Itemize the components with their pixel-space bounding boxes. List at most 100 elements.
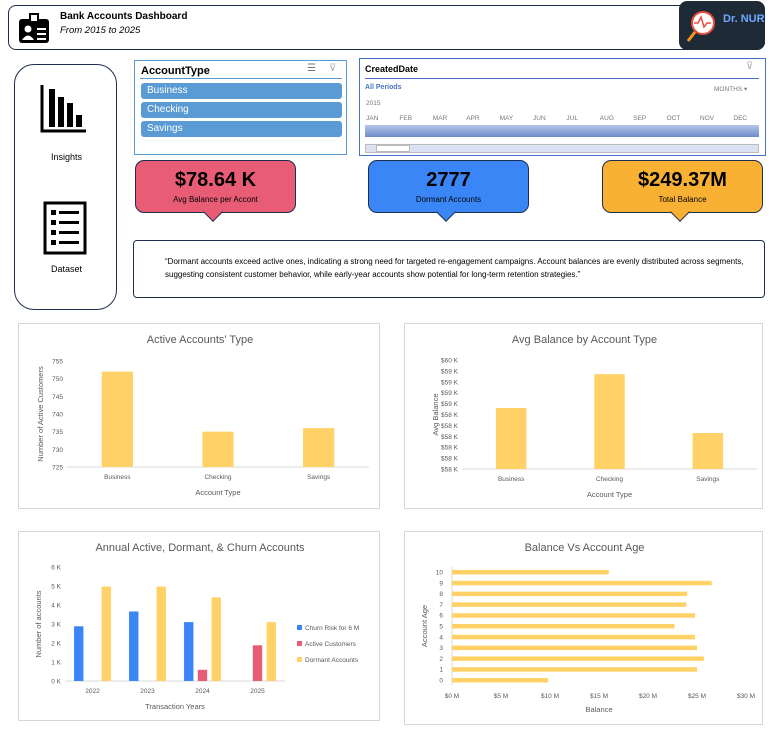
month-dec[interactable]: DEC: [733, 115, 748, 122]
bar-age-2: [452, 656, 704, 661]
x-tick-label: $30 M: [737, 693, 755, 700]
kpi-dormant-accounts: 2777 Dormant Accounts: [368, 160, 529, 222]
kpi-value: 2777: [426, 169, 471, 191]
id-card-icon: [19, 13, 49, 43]
month-jan[interactable]: JAN: [366, 115, 379, 122]
y-axis-title: Account Age: [420, 605, 429, 647]
month-mar[interactable]: MAR: [432, 115, 448, 122]
x-tick-label: 2024: [195, 688, 210, 695]
month-sep[interactable]: SEP: [633, 115, 647, 122]
y-tick-label: 0: [439, 678, 443, 685]
chart-annual-accounts: Annual Active, Dormant, & Churn Accounts…: [18, 531, 380, 721]
chart-title: Balance Vs Account Age: [525, 542, 645, 554]
y-tick-label: 3 K: [51, 622, 61, 629]
slicer-item-savings[interactable]: Savings: [141, 121, 342, 137]
y-tick-label: 2 K: [51, 641, 61, 648]
month-aug[interactable]: AUG: [599, 115, 614, 122]
clear-filter-icon[interactable]: ⊽: [746, 61, 754, 72]
x-tick-label: Checking: [204, 474, 231, 481]
bar-age-8: [452, 591, 688, 597]
multi-select-icon[interactable]: ☰: [307, 63, 316, 74]
bar-churn-risk-for-6-m: [74, 626, 84, 681]
timeline-title: CreatedDate: [365, 64, 419, 74]
chart-balance-vs-age: Balance Vs Account Age Balance Account Age…: [404, 531, 763, 725]
x-tick-label: Business: [498, 476, 525, 483]
slicer-title: AccountType: [141, 65, 210, 77]
scroll-thumb[interactable]: [376, 145, 410, 152]
insight-note: “Dormant accounts exceed active ones, in…: [133, 240, 765, 298]
divider: [140, 78, 342, 79]
bar-churn-risk-for-6-m: [184, 622, 194, 681]
y-tick-label: 9: [439, 580, 443, 587]
all-periods-label: All Periods: [365, 84, 402, 91]
month-jun[interactable]: JUN: [533, 115, 546, 122]
slicer-item-business[interactable]: Business: [141, 83, 342, 99]
y-tick-label: 745: [52, 394, 63, 401]
chart-title: Avg Balance by Account Type: [512, 334, 657, 346]
kpi-label: Dormant Accounts: [415, 195, 482, 204]
time-level-dropdown[interactable]: MONTHS ▾: [714, 86, 748, 93]
list-icon[interactable]: [43, 201, 87, 255]
month-oct[interactable]: OCT: [666, 115, 681, 122]
logo-text: Dr. NUR: [723, 13, 765, 25]
chart-title: Annual Active, Dormant, & Churn Accounts: [95, 542, 305, 554]
y-tick-label: 3: [439, 645, 443, 652]
x-tick-label: $20 M: [639, 693, 657, 700]
x-tick-label: $25 M: [688, 693, 706, 700]
nav-insights[interactable]: Insights: [50, 152, 83, 162]
nav-panel: Insights Dataset: [14, 64, 117, 310]
bar-savings: [692, 433, 724, 469]
bar-savings: [303, 428, 335, 467]
nav-dataset[interactable]: Dataset: [50, 264, 83, 274]
legend-swatch: [297, 657, 302, 662]
bar-checking: [594, 374, 625, 469]
legend-label: Active Customers: [305, 641, 357, 648]
y-tick-label: 4 K: [51, 603, 61, 610]
insight-text: “Dormant accounts exceed active ones, in…: [165, 257, 744, 279]
legend-label: Churn Risk for 6 M: [305, 625, 359, 632]
y-axis-title: Number of accounts: [34, 590, 43, 657]
month-may[interactable]: MAY: [499, 115, 514, 122]
slicer-item-checking[interactable]: Checking: [141, 102, 342, 118]
month-nov[interactable]: NOV: [700, 115, 715, 122]
timeline-scrollbar[interactable]: [365, 144, 759, 153]
y-tick-label: 6: [439, 613, 443, 620]
y-tick-label: $58 K: [441, 434, 459, 441]
dashboard-title: Bank Accounts Dashboard: [60, 11, 188, 22]
month-apr[interactable]: APR: [466, 115, 480, 122]
x-axis-title: Balance: [585, 705, 612, 714]
x-axis-title: Account Type: [195, 488, 240, 497]
y-tick-label: 1: [439, 667, 443, 674]
y-tick-label: 755: [52, 359, 63, 366]
y-tick-label: $58 K: [441, 467, 459, 474]
bar-age-6: [452, 613, 696, 618]
y-tick-label: $58 K: [441, 423, 459, 430]
y-tick-label: 730: [52, 447, 63, 454]
bar-dormant-accounts: [101, 586, 111, 681]
x-tick-label: $5 M: [494, 693, 508, 700]
kpi-avg-balance: $78.64 K Avg Balance per Accont: [135, 160, 296, 222]
month-feb[interactable]: FEB: [399, 115, 413, 122]
timeline-range-bar[interactable]: [365, 125, 759, 137]
y-tick-label: $58 K: [441, 456, 459, 463]
y-tick-label: 750: [52, 376, 63, 383]
magnifier-pulse-icon: [686, 11, 715, 42]
bar-chart-icon[interactable]: [39, 83, 89, 133]
x-tick-label: $15 M: [590, 693, 608, 700]
bar-business: [495, 407, 527, 469]
bar-business: [101, 371, 133, 467]
y-tick-label: $59 K: [441, 390, 459, 397]
dashboard-subtitle: From 2015 to 2025: [60, 25, 141, 36]
bar-age-10: [452, 570, 609, 575]
bar-age-5: [452, 624, 675, 629]
x-axis-title: Transaction Years: [145, 702, 205, 711]
clear-filter-icon[interactable]: ⊽: [329, 63, 337, 74]
x-tick-label: $0 M: [445, 693, 459, 700]
timeline-year: 2015: [366, 100, 381, 107]
logo: Dr. NUR: [679, 1, 765, 50]
y-tick-label: $59 K: [441, 379, 459, 386]
month-jul[interactable]: JUL: [566, 115, 578, 122]
chart-title: Active Accounts' Type: [147, 334, 253, 346]
bar-age-1: [452, 667, 697, 672]
y-tick-label: $58 K: [441, 412, 459, 419]
